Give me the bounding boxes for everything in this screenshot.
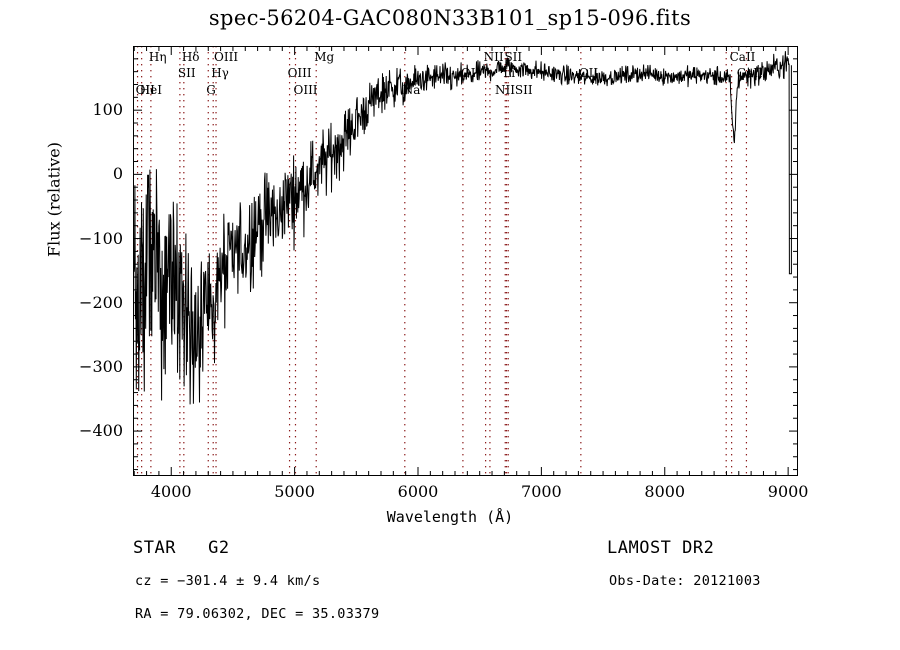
y-tick-label: 0 [112,164,123,184]
spectral-line-label: Hγ [211,66,229,80]
y-tick-label: −400 [79,421,123,441]
spectral-line-label: NII [483,50,504,64]
spectral-line-label: OII [135,83,155,97]
cz-value: cz = −301.4 ± 9.4 km/s [135,573,321,589]
spectral-line-label: Li [503,66,516,80]
spectral-line-label: G [206,83,216,97]
spectral-line-label: OI [460,66,476,80]
spectral-line-label: CaII [729,50,756,64]
spectral-line-label: OII [578,66,599,80]
obs-date: Obs-Date: 20121003 [609,573,761,589]
spectral-line-label: OIII [214,50,239,64]
spectrum-trace [133,51,792,405]
y-tick-label: −200 [79,292,123,312]
x-tick-label: 9000 [767,482,809,501]
y-tick-label: 100 [92,100,123,120]
spectral-line-label: Hδ [181,50,200,64]
spectral-line-label: SII [504,50,523,64]
page-title: spec-56204-GAC080N33B101_sp15-096.fits [208,6,692,30]
plot-frame [133,46,798,476]
spectral-line-label: OIII [287,66,312,80]
spectral-line-label: SII [177,66,196,80]
spectrum-svg [133,46,798,476]
spectral-line-label: Mg [314,50,335,64]
object-type-label: STAR G2 [133,538,230,558]
spectral-line-markers [136,46,748,476]
spectral-line-label: OIII [293,83,318,97]
spectral-line-label: CaII [736,66,763,80]
x-tick-label: 4000 [150,482,192,501]
spectral-line-label: NIISII [494,83,533,97]
x-axis-label: Wavelength (Å) [386,508,514,526]
spectral-line-label: HeI [139,83,162,97]
spectral-line-label: Na [402,83,421,97]
x-tick-label: 7000 [521,482,562,501]
y-tick-label: −300 [79,356,123,376]
x-tick-label: 8000 [644,482,686,501]
survey-label: LAMOST DR2 [607,538,715,558]
x-tick-label: 6000 [397,482,439,501]
coordinates: RA = 79.06302, DEC = 35.03379 [135,606,380,622]
x-tick-label: 5000 [274,482,315,501]
spectral-line-label: Hη [148,50,167,64]
plot-area [133,46,798,476]
y-tick-label: −100 [79,228,123,248]
